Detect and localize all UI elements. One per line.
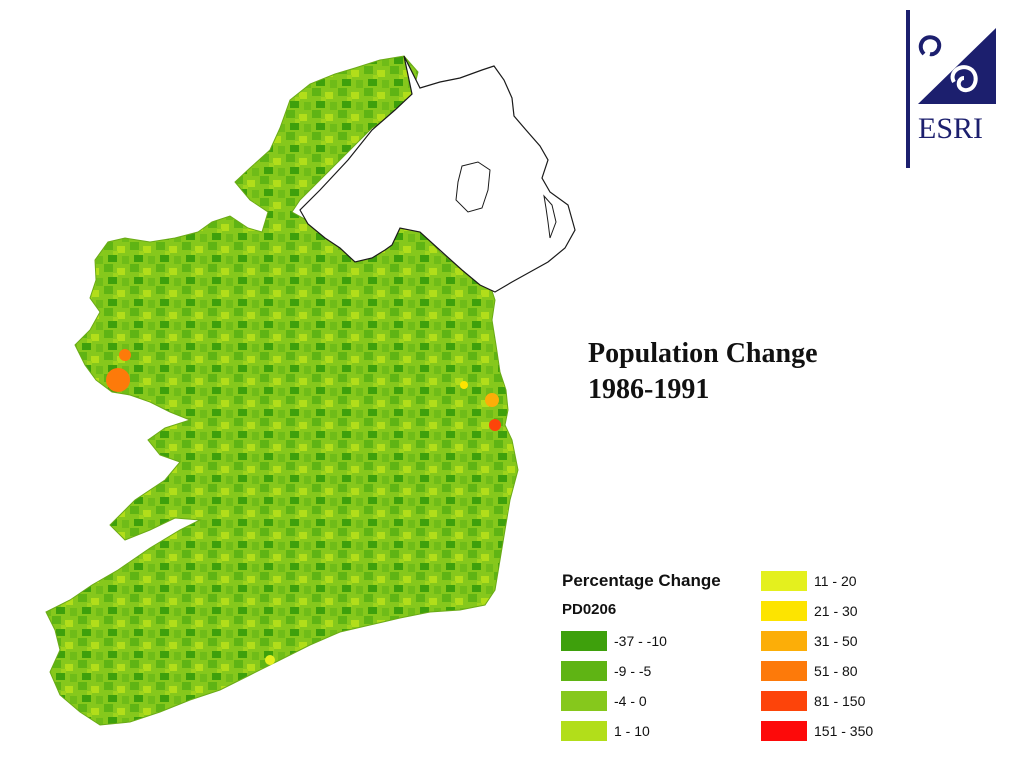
legend-swatch bbox=[761, 571, 807, 591]
legend-swatch bbox=[761, 721, 807, 741]
legend-swatch bbox=[561, 661, 607, 681]
northern-ireland-region bbox=[299, 55, 576, 293]
dublin-growth-area bbox=[485, 393, 499, 407]
legend-label: 151 - 350 bbox=[814, 723, 874, 739]
dublin-growth-area bbox=[489, 419, 501, 431]
legend-label: -9 - -5 bbox=[614, 663, 652, 679]
map-title-line2: 1986-1991 bbox=[588, 374, 710, 405]
strangford-lough bbox=[543, 194, 557, 239]
legend-swatch bbox=[761, 631, 807, 651]
legend-label: -37 - -10 bbox=[614, 633, 667, 649]
legend-swatch bbox=[761, 601, 807, 621]
legend-swatch bbox=[561, 691, 607, 711]
esri-logo-text: ESRI bbox=[918, 112, 983, 145]
west-growth-area bbox=[106, 368, 130, 392]
legend-swatch bbox=[561, 631, 607, 651]
legend-label: 81 - 150 bbox=[814, 693, 866, 709]
esri-logo: ESRI bbox=[904, 10, 1000, 168]
map-title: Population Change 1986-1991 bbox=[588, 336, 818, 408]
esri-logo-icon: ESRI bbox=[906, 10, 996, 168]
map-title-line1: Population Change bbox=[588, 338, 818, 369]
legend-label: 1 - 10 bbox=[614, 723, 650, 739]
legend-label: 21 - 30 bbox=[814, 603, 858, 619]
east-growth-area bbox=[460, 381, 468, 389]
legend-swatch bbox=[561, 721, 607, 741]
legend-field-name: PD0206 bbox=[562, 601, 617, 618]
south-growth-area bbox=[265, 655, 275, 665]
lough-neagh bbox=[455, 161, 491, 213]
legend-label: 31 - 50 bbox=[814, 633, 858, 649]
legend-label: 11 - 20 bbox=[814, 573, 857, 589]
legend-label: -4 - 0 bbox=[614, 693, 647, 709]
legend-label: 51 - 80 bbox=[814, 663, 858, 679]
legend-title: Percentage Change bbox=[562, 571, 721, 590]
legend-swatch bbox=[761, 661, 807, 681]
west-growth-area bbox=[119, 349, 131, 361]
legend-swatch bbox=[761, 691, 807, 711]
